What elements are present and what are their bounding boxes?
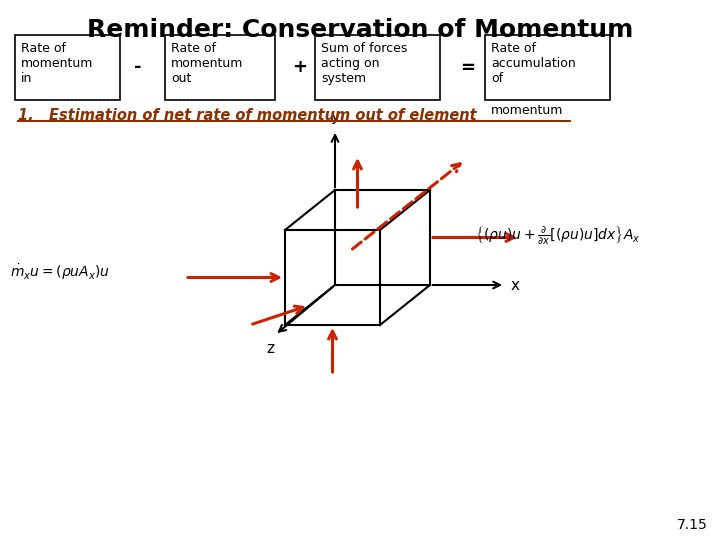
Text: y: y: [330, 109, 340, 124]
Text: +: +: [292, 58, 307, 77]
Text: momentum: momentum: [491, 104, 563, 117]
Text: x: x: [511, 278, 520, 293]
Bar: [15, 35, 120, 100]
Text: =: =: [461, 58, 475, 77]
Text: $\left\{(\rho u)u + \frac{\partial}{\partial x}\left[(\rho u) u\right]dx\right\}: $\left\{(\rho u)u + \frac{\partial}{\par…: [475, 224, 640, 247]
Text: 7.15: 7.15: [678, 518, 708, 532]
Bar: [165, 35, 275, 100]
Text: Rate of
momentum
in: Rate of momentum in: [21, 42, 94, 85]
Bar: [485, 35, 610, 100]
Text: $\dot{m}_x u = (\rho u A_x) u$: $\dot{m}_x u = (\rho u A_x) u$: [10, 262, 110, 282]
Text: Reminder: Conservation of Momentum: Reminder: Conservation of Momentum: [87, 18, 633, 42]
Text: -: -: [134, 58, 142, 77]
Text: 1.   Estimation of net rate of momentum out of element: 1. Estimation of net rate of momentum ou…: [18, 108, 477, 123]
Text: Rate of
momentum
out: Rate of momentum out: [171, 42, 243, 85]
Text: z: z: [266, 341, 274, 356]
Text: Sum of forces
acting on
system: Sum of forces acting on system: [321, 42, 408, 85]
Text: Rate of
accumulation
of: Rate of accumulation of: [491, 42, 576, 85]
Bar: [315, 35, 440, 100]
